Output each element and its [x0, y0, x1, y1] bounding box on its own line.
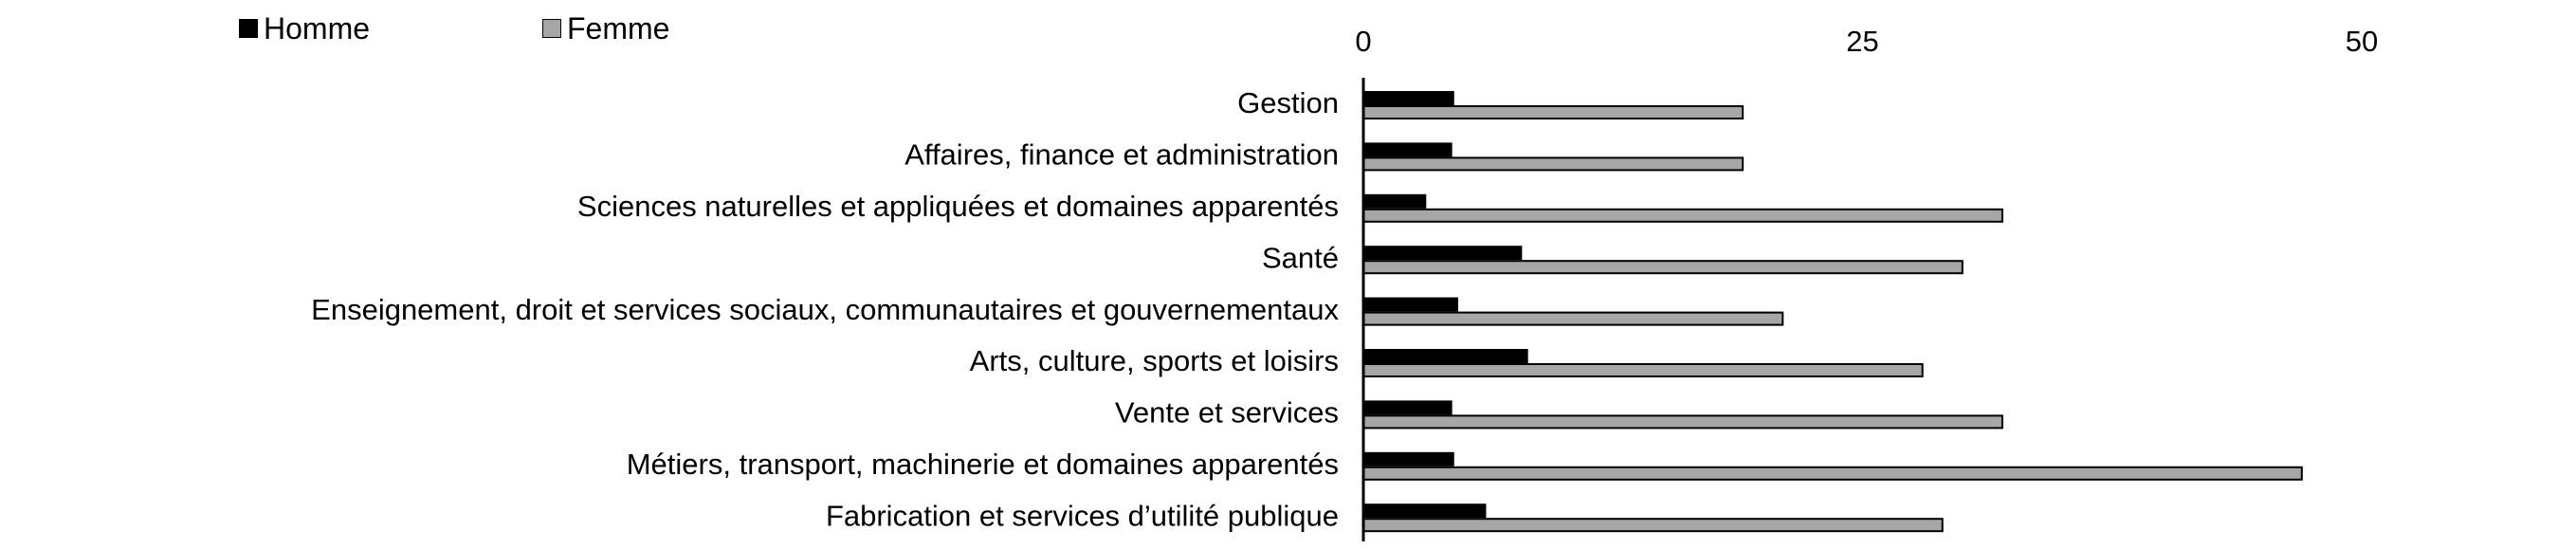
bar-homme	[1362, 503, 1487, 519]
bar-homme	[1362, 91, 1454, 105]
category-label: Gestion	[1237, 86, 1339, 119]
category-label: Affaires, finance et administration	[904, 138, 1339, 172]
category-label: Enseignement, droit et services sociaux,…	[311, 293, 1339, 326]
bar-homme	[1362, 297, 1458, 312]
legend-item-femme: Femme	[542, 9, 669, 47]
bar-homme	[1362, 246, 1523, 261]
category-label: Vente et services	[1115, 396, 1339, 430]
category-label: Sciences naturelles et appliquées et dom…	[577, 190, 1339, 223]
bar-homme	[1362, 451, 1454, 467]
legend-label-homme: Homme	[264, 10, 371, 46]
bar-femme	[1362, 260, 1964, 275]
bar-homme	[1362, 400, 1452, 415]
x-tick-label: 50	[2346, 25, 2378, 58]
legend-swatch-femme	[542, 19, 561, 38]
bar-homme	[1362, 349, 1528, 363]
bar-femme	[1362, 208, 2003, 223]
legend-swatch-homme	[239, 19, 258, 38]
bar-femme	[1362, 105, 1745, 119]
legend-label-femme: Femme	[567, 10, 670, 46]
category-label: Métiers, transport, machinerie et domain…	[627, 448, 1339, 481]
legend-item-homme: Homme	[239, 9, 370, 47]
category-label: Fabrication et services d’utilité publiq…	[826, 499, 1339, 532]
bar-femme	[1362, 156, 1745, 172]
bar-femme	[1362, 466, 2303, 481]
bar-femme	[1362, 311, 1784, 326]
bar-femme	[1362, 518, 1944, 533]
x-tick-label: 25	[1846, 25, 1878, 58]
category-label: Santé	[1262, 241, 1339, 274]
category-label: Arts, culture, sports et loisirs	[970, 344, 1339, 377]
bar-femme	[1362, 363, 1924, 377]
bar-homme	[1362, 193, 1427, 209]
bar-homme	[1362, 142, 1452, 157]
x-tick-label: 0	[1355, 25, 1371, 58]
bar-femme	[1362, 414, 2003, 430]
